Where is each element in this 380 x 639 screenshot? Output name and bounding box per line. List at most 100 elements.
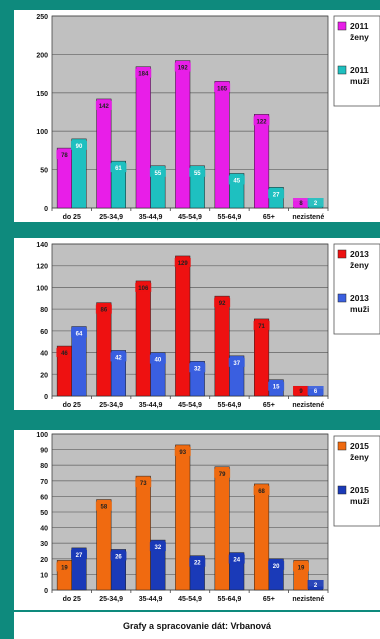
data-label: 37 (233, 361, 240, 367)
y-tick-label: 30 (40, 541, 48, 548)
y-tick-label: 0 (44, 394, 48, 401)
data-label: 45 (233, 178, 240, 184)
data-label-bg (214, 83, 231, 93)
legend-label: ženy (350, 260, 369, 270)
bar (175, 60, 191, 209)
legend-label: ženy (350, 32, 369, 42)
data-label: 58 (101, 505, 108, 511)
bar (254, 114, 270, 209)
y-tick-label: 200 (36, 52, 48, 59)
y-tick-label: 40 (40, 351, 48, 358)
chart-2011-panel: 0 50 100 150 200 250 78 90 do 25 142 61 25-34,9 184 5… (14, 10, 380, 222)
bar (214, 81, 230, 209)
data-label-bg (174, 446, 191, 456)
chart-2013: 0 20 40 60 80 100 120 140 46 64 do 25 86 42 25-34,9 10… (36, 242, 380, 409)
legend-swatch (337, 441, 347, 451)
data-label-bg (307, 198, 324, 207)
x-tick-label: 45-54,9 (178, 214, 202, 221)
bar (214, 466, 230, 591)
x-tick-label: nezistené (292, 214, 324, 221)
legend-label: 2015 (350, 485, 369, 495)
data-label: 142 (99, 104, 110, 110)
data-label: 61 (115, 166, 122, 172)
bar (175, 444, 191, 591)
data-label-bg (149, 542, 166, 552)
data-label-bg (268, 560, 285, 570)
x-tick-label: do 25 (63, 402, 81, 409)
bar (71, 326, 87, 397)
data-label: 86 (101, 308, 108, 314)
bar (71, 138, 87, 209)
data-label: 55 (194, 171, 201, 177)
data-label: 55 (155, 171, 162, 177)
data-label-bg (292, 198, 309, 207)
x-tick-label: 55-64,9 (218, 214, 242, 221)
x-tick-label: 35-44,9 (139, 596, 163, 603)
x-tick-label: 65+ (263, 214, 275, 221)
legend-swatch (337, 21, 347, 31)
chart-2013-panel: 0 20 40 60 80 100 120 140 46 64 do 25 86 42 25-34,9 10… (14, 238, 380, 410)
x-tick-label: 55-64,9 (218, 596, 242, 603)
y-tick-label: 80 (40, 307, 48, 314)
data-label: 26 (115, 554, 122, 560)
data-label: 9 (299, 389, 303, 395)
data-label-bg (56, 562, 73, 572)
data-label-bg (228, 357, 245, 367)
data-label-bg (149, 354, 166, 364)
data-label: 40 (155, 358, 162, 364)
data-label: 64 (76, 332, 83, 338)
data-label: 90 (76, 144, 83, 150)
data-label: 19 (298, 565, 305, 571)
data-label-bg (253, 485, 270, 495)
data-label-bg (228, 554, 245, 564)
y-tick-label: 20 (40, 557, 48, 564)
data-label: 27 (76, 553, 83, 559)
bar (175, 255, 191, 397)
data-label: 15 (273, 385, 280, 391)
y-tick-label: 40 (40, 526, 48, 533)
data-label: 22 (194, 561, 201, 567)
data-label-bg (268, 189, 285, 199)
bar (96, 98, 112, 209)
data-label-bg (174, 62, 191, 72)
x-tick-label: 65+ (263, 402, 275, 409)
legend-label: 2013 (350, 249, 369, 259)
data-label: 79 (219, 472, 226, 478)
data-label-bg (292, 386, 309, 395)
y-tick-label: 90 (40, 448, 48, 455)
data-label-bg (95, 501, 112, 511)
chart-2011: 0 50 100 150 200 250 78 90 do 25 142 61 25-34,9 184 5… (36, 14, 380, 221)
data-label-bg (228, 175, 245, 185)
data-label: 192 (178, 66, 189, 72)
y-tick-label: 120 (36, 264, 48, 271)
bar (150, 539, 166, 591)
data-label-bg (253, 116, 270, 126)
data-label: 46 (61, 351, 68, 357)
data-label-bg (71, 140, 88, 150)
data-label: 32 (194, 366, 201, 372)
x-tick-label: 35-44,9 (139, 402, 163, 409)
bar (96, 302, 112, 397)
data-label: 32 (155, 545, 162, 551)
data-label-bg (189, 363, 206, 373)
data-label-bg (110, 551, 127, 561)
legend-swatch (337, 65, 347, 75)
x-tick-label: nezistené (292, 596, 324, 603)
y-tick-label: 70 (40, 479, 48, 486)
legend-label: 2011 (350, 65, 369, 75)
data-label: 71 (258, 324, 265, 330)
legend-label: muži (350, 496, 369, 506)
data-label-bg (71, 549, 88, 559)
data-label-bg (253, 320, 270, 330)
data-label-bg (110, 352, 127, 362)
y-tick-label: 140 (36, 242, 48, 249)
x-tick-label: 25-34,9 (99, 596, 123, 603)
x-tick-label: nezistené (292, 402, 324, 409)
x-tick-label: do 25 (63, 214, 81, 221)
legend-box (333, 435, 380, 527)
chart-2015-panel: 0 10 20 30 40 50 60 70 80 90 100 19 27 do 25 58 26 25-34… (14, 430, 380, 610)
data-label: 92 (219, 301, 226, 307)
data-label: 24 (233, 558, 240, 564)
bar (254, 483, 270, 591)
legend-swatch (337, 293, 347, 303)
